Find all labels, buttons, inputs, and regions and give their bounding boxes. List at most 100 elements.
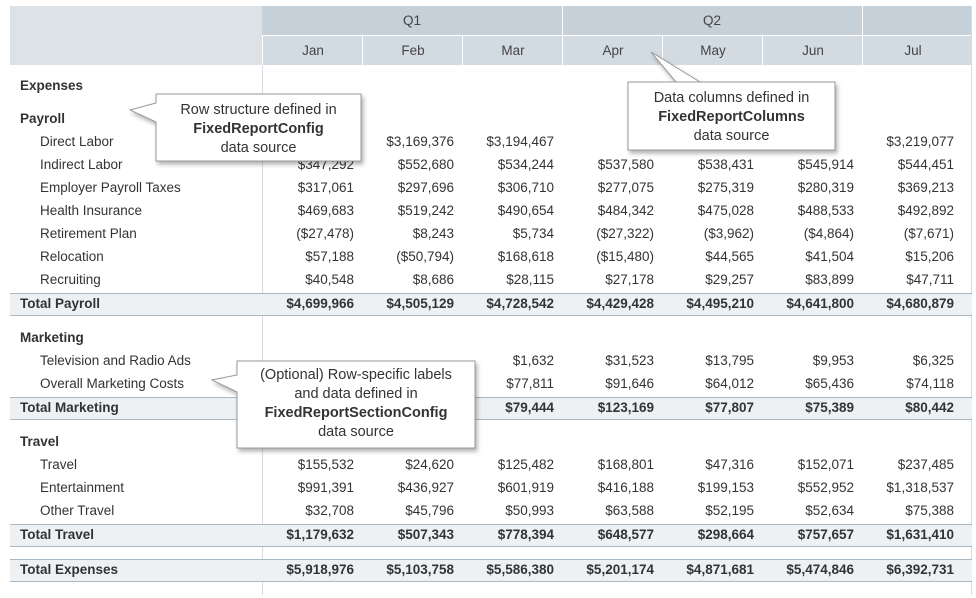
callout-bubble — [627, 51, 836, 151]
month-header: Apr — [562, 36, 663, 65]
total-band — [10, 559, 972, 582]
value-cell: $45,796 — [405, 503, 454, 518]
row-label: Entertainment — [40, 480, 125, 495]
value-cell: $52,634 — [805, 503, 854, 518]
value-cell: $65,436 — [805, 376, 854, 391]
value-cell: $8,686 — [412, 272, 454, 287]
value-cell: $77,807 — [705, 400, 754, 415]
value-cell: $469,683 — [297, 203, 354, 218]
report-title: Expenses — [20, 78, 84, 93]
value-cell: $74,118 — [906, 376, 954, 391]
value-cell: $277,075 — [597, 180, 654, 195]
value-cell: $552,680 — [397, 157, 454, 172]
callout-line: FixedReportSectionConfig — [264, 405, 448, 421]
value-cell: $475,028 — [697, 203, 754, 218]
value-cell: $1,631,410 — [886, 527, 954, 542]
value-cell: $27,178 — [605, 272, 654, 287]
value-cell: ($7,671) — [903, 226, 954, 241]
value-cell: $1,318,537 — [886, 480, 954, 495]
total-band — [10, 293, 972, 316]
value-cell: $306,710 — [497, 180, 554, 195]
value-cell: $41,504 — [805, 249, 854, 264]
month-header: May — [662, 36, 763, 65]
callout-line: Row structure defined in — [180, 102, 337, 118]
value-cell: $778,394 — [497, 527, 554, 542]
row-label: Health Insurance — [40, 203, 143, 218]
header-month-row — [262, 36, 972, 65]
row-label: Total Travel — [20, 527, 95, 542]
value-cell: $6,392,731 — [886, 562, 954, 577]
value-cell: $237,485 — [897, 457, 954, 472]
header-divider — [862, 6, 863, 35]
value-cell: $1,179,632 — [286, 527, 354, 542]
value-cell: $757,657 — [797, 527, 854, 542]
value-cell: $152,071 — [797, 457, 854, 472]
value-cell: $75,388 — [905, 503, 954, 518]
value-cell: $4,641,800 — [786, 296, 854, 311]
value-cell: $280,319 — [797, 180, 854, 195]
value-cell: $519,242 — [397, 203, 454, 218]
value-cell: $123,169 — [597, 400, 654, 415]
value-cell: $155,532 — [297, 457, 354, 472]
row-label: Indirect Labor — [40, 157, 123, 172]
value-cell: $5,474,846 — [786, 562, 854, 577]
value-cell: $168,801 — [597, 457, 654, 472]
value-cell: $125,482 — [497, 457, 554, 472]
value-cell: $544,451 — [897, 157, 954, 172]
value-cell: $31,523 — [605, 353, 654, 368]
month-header: Jan — [262, 36, 363, 65]
value-cell: $47,316 — [705, 457, 754, 472]
value-cell: $297,696 — [397, 180, 454, 195]
value-cell: $552,952 — [797, 480, 854, 495]
value-cell: $64,012 — [705, 376, 754, 391]
section-title: Travel — [20, 434, 60, 449]
value-cell: $298,664 — [697, 527, 754, 542]
value-cell: ($50,794) — [396, 249, 454, 264]
value-cell: $507,343 — [397, 527, 454, 542]
value-cell: $648,577 — [597, 527, 654, 542]
row-label: Television and Radio Ads — [40, 353, 191, 368]
value-cell: $5,103,758 — [386, 562, 454, 577]
value-cell: $991,391 — [297, 480, 354, 495]
value-cell: $83,899 — [805, 272, 854, 287]
value-cell: ($4,864) — [803, 226, 854, 241]
month-header: Mar — [462, 36, 563, 65]
value-cell: $52,195 — [705, 503, 754, 518]
value-cell: ($15,480) — [596, 249, 654, 264]
value-cell: $15,206 — [905, 249, 954, 264]
value-cell: $4,728,542 — [486, 296, 554, 311]
value-cell: $91,646 — [605, 376, 654, 391]
value-cell: $13,795 — [705, 353, 754, 368]
value-cell: $28,115 — [506, 272, 554, 287]
value-cell: $50,993 — [505, 503, 554, 518]
value-cell: $4,495,210 — [686, 296, 754, 311]
value-cell: $416,188 — [597, 480, 654, 495]
callout-bubble — [210, 360, 476, 449]
value-cell: $490,654 — [497, 203, 554, 218]
callout-line: data source — [693, 128, 770, 144]
callout-line: Data columns defined in — [653, 90, 810, 106]
value-cell: $47,711 — [906, 272, 954, 287]
value-cell: $488,533 — [797, 203, 854, 218]
value-cell: $534,244 — [497, 157, 554, 172]
value-cell: $601,919 — [497, 480, 554, 495]
row-label: Retirement Plan — [40, 226, 137, 241]
value-cell: $436,927 — [397, 480, 454, 495]
value-cell: $3,194,467 — [486, 134, 554, 149]
callout-line: (Optional) Row-specific labels — [260, 367, 452, 383]
value-cell: $29,257 — [705, 272, 754, 287]
row-label: Employer Payroll Taxes — [40, 180, 181, 195]
value-cell: ($3,962) — [703, 226, 754, 241]
row-label: Total Payroll — [20, 296, 101, 311]
value-cell: $3,169,376 — [386, 134, 454, 149]
value-cell: $4,699,966 — [286, 296, 354, 311]
value-cell: $545,914 — [797, 157, 854, 172]
value-cell: $537,580 — [597, 157, 654, 172]
value-cell: $80,442 — [905, 400, 954, 415]
value-cell: $9,953 — [812, 353, 854, 368]
callout-line: and data defined in — [294, 386, 418, 402]
value-cell: $24,620 — [405, 457, 454, 472]
value-cell: ($27,322) — [596, 226, 654, 241]
value-cell: ($27,478) — [296, 226, 354, 241]
